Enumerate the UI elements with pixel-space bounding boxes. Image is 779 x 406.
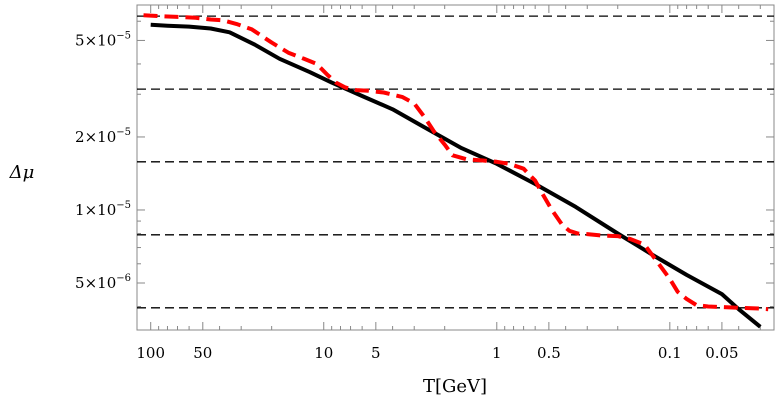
y-tick-label: 2×10−5: [75, 127, 131, 146]
y-tick-label: 1×10−5: [75, 200, 131, 219]
axis-ticks: [137, 5, 774, 330]
x-axis-label: T[GeV]: [423, 376, 487, 397]
series-line-1-solid: [150, 22, 762, 329]
x-tick-label: 50: [193, 344, 212, 362]
y-tick-label: 5×10−5: [75, 30, 131, 49]
x-tick-label: 1: [492, 344, 502, 362]
tick-labels: 100 50 10 5 1 0.5 0.1 0.05 5×10−5 2×10−5 1×10−5 5×1…: [75, 30, 739, 362]
y-axis-label: Δμ: [9, 162, 35, 183]
x-tick-label: 0.1: [658, 344, 682, 362]
x-tick-label: 0.05: [705, 344, 738, 362]
x-tick-label: 0.5: [537, 344, 561, 362]
x-tick-label: 10: [314, 344, 333, 362]
x-tick-label: 5: [371, 344, 381, 362]
plot-frame: [136, 4, 775, 331]
reference-lines: [137, 15, 774, 309]
series-line-2-dashed: [143, 13, 769, 312]
y-tick-label: 5×10−6: [75, 273, 131, 292]
series-layer: [143, 13, 769, 329]
x-tick-label: 100: [136, 344, 165, 362]
